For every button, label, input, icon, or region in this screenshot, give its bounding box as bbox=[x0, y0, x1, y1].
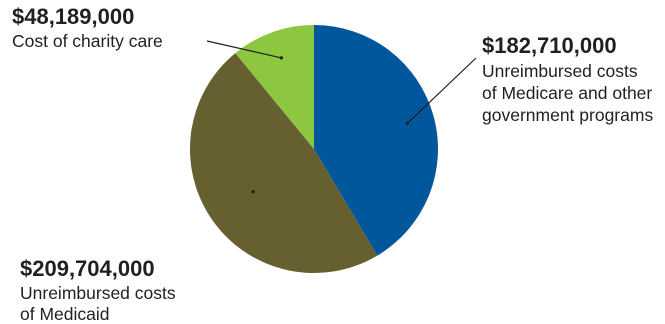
slice-description-line: Unreimbursed costs bbox=[20, 283, 176, 303]
label-medicare: $182,710,000 Unreimbursed costs of Medic… bbox=[482, 33, 653, 125]
slice-medicaid bbox=[189, 53, 378, 274]
pie-slices bbox=[189, 25, 439, 274]
leader-dot bbox=[251, 190, 255, 194]
label-medicaid: $209,704,000 Unreimbursed costs of Medic… bbox=[20, 256, 176, 324]
slice-value-label: $182,710,000 bbox=[482, 33, 617, 58]
slice-value-label: $209,704,000 bbox=[20, 256, 155, 281]
leader-line bbox=[206, 40, 282, 59]
leader-line bbox=[406, 57, 477, 124]
slice-charity-care bbox=[235, 25, 314, 149]
slice-description-line: Cost of charity care bbox=[12, 31, 163, 51]
slice-value-label: $48,189,000 bbox=[12, 4, 134, 29]
label-charity-care: $48,189,000 Cost of charity care bbox=[12, 4, 163, 51]
slice-medicare bbox=[314, 25, 439, 256]
slice-description-line: government programs bbox=[482, 105, 653, 125]
slice-description-line: Unreimbursed costs bbox=[482, 61, 638, 81]
slice-description-line: of Medicare and other bbox=[482, 83, 652, 103]
leader-lines bbox=[206, 40, 477, 194]
slice-description-line: of Medicaid bbox=[20, 304, 110, 324]
